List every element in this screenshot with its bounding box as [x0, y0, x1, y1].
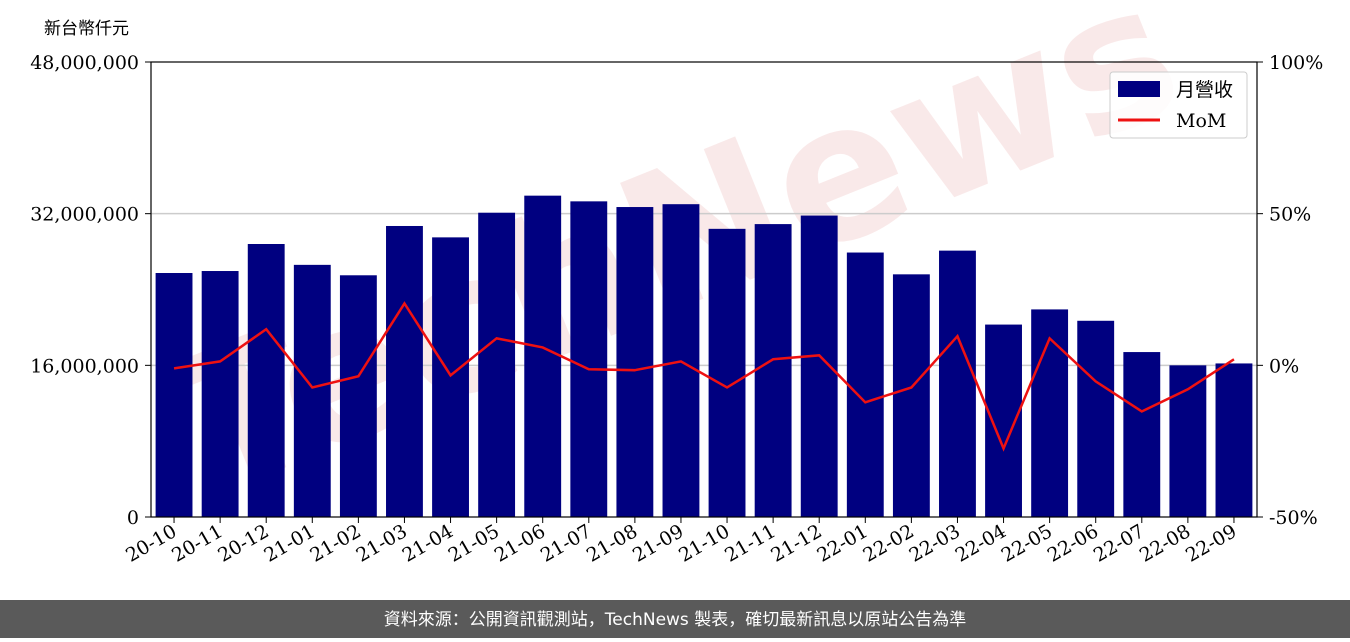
x-tick-label: 22-08: [1136, 520, 1194, 566]
plot-frame: [150, 61, 1258, 518]
legend-swatch: [1118, 81, 1160, 97]
bar: [432, 237, 469, 518]
x-tick-label: 22-01: [813, 520, 871, 566]
line: [173, 301, 1235, 452]
x-tick-label: 20-11: [168, 520, 226, 566]
x-tick-label: 22-06: [1044, 520, 1102, 566]
x-tick-label: 22-09: [1182, 520, 1240, 566]
bar: [155, 273, 193, 517]
x-tick-label: 21-06: [491, 520, 549, 566]
x-tick-label: 21-11: [721, 520, 779, 566]
y-tick-label: 0: [127, 507, 139, 529]
x-tick-label: 22-02: [859, 520, 917, 566]
bar: [524, 195, 562, 517]
bar: [616, 207, 654, 517]
legend-label: 月營收: [1176, 79, 1233, 101]
footer-bar: [0, 600, 1350, 638]
bar: [939, 250, 976, 517]
y-tick-label: 48,000,000: [30, 52, 139, 74]
y2-tick-label: 50%: [1269, 204, 1311, 226]
y-unit-label: 新台幣仟元: [44, 19, 129, 39]
x-tick-label: 21-07: [537, 520, 595, 566]
bar: [201, 271, 239, 517]
x-tick-label: 21-09: [629, 520, 687, 566]
bar: [1123, 352, 1161, 517]
x-tick-label: 21-01: [260, 520, 318, 566]
footer: 資料來源：公開資訊觀測站，TechNews 製表，確切最新訊息以原站公告為準: [384, 610, 966, 630]
bar: [386, 225, 423, 518]
bar: [339, 275, 377, 517]
x-tick-label: 22-04: [952, 520, 1010, 566]
bar: [1077, 320, 1115, 517]
x-tick-label: 22-05: [998, 520, 1056, 566]
x-tick-label: 21-10: [675, 520, 733, 566]
bar: [478, 212, 516, 517]
x-tick-label: 21-03: [353, 520, 411, 566]
x-tick-label: 21-12: [767, 520, 825, 566]
bar: [754, 224, 792, 517]
bar: [1215, 363, 1253, 517]
bar: [846, 252, 884, 517]
bar: [570, 201, 608, 517]
x-tick-label: 21-08: [583, 520, 641, 566]
x-tick-label: 22-07: [1090, 520, 1148, 566]
y-tick-label: 32,000,000: [30, 204, 139, 226]
x-tick-label: 22-03: [906, 520, 964, 566]
legend-label: MoM: [1176, 110, 1226, 132]
y2-tick-label: 100%: [1269, 52, 1323, 74]
bar: [708, 228, 746, 518]
x-tick-label: 21-02: [306, 520, 364, 566]
bar: [293, 264, 331, 517]
bar: [892, 274, 930, 517]
y2-tick-label: -50%: [1269, 507, 1318, 529]
x-tick-label: 21-04: [399, 520, 457, 566]
bar: [1031, 309, 1069, 517]
y-tick-label: 16,000,000: [30, 355, 139, 377]
bar: [800, 215, 838, 517]
bar: [247, 244, 285, 517]
x-tick-label: 21-05: [445, 520, 503, 566]
y2-tick-label: 0%: [1269, 355, 1299, 377]
